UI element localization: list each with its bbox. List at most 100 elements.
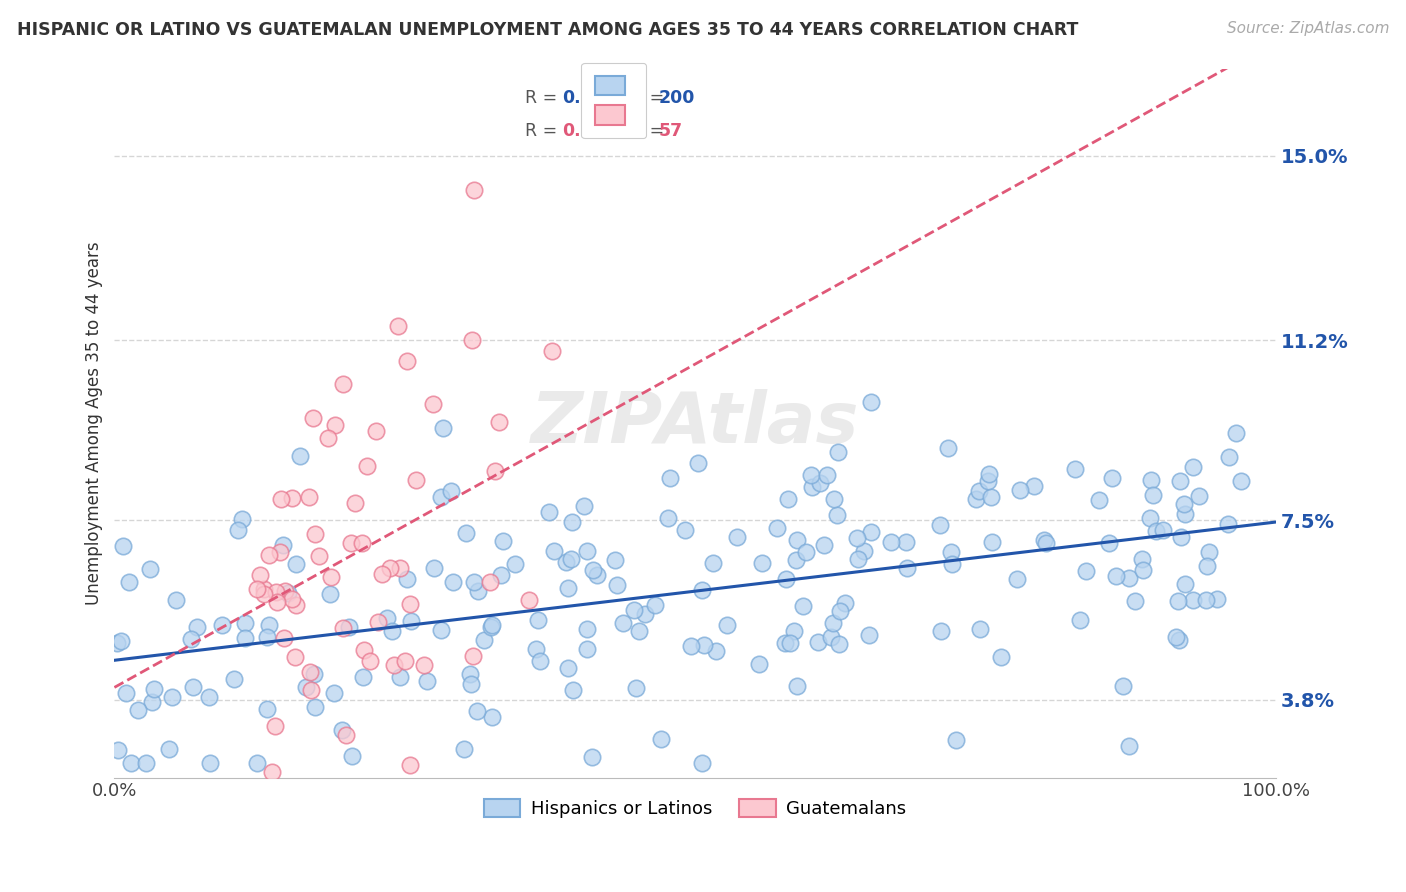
Point <box>350 536 373 550</box>
Point <box>527 613 550 627</box>
Point <box>785 552 807 566</box>
Point <box>634 607 657 621</box>
Point <box>143 682 166 697</box>
Point <box>612 616 634 631</box>
Point <box>484 464 506 478</box>
Point <box>1139 511 1161 525</box>
Point <box>748 657 770 672</box>
Point <box>503 557 526 571</box>
Point <box>827 508 849 523</box>
Point <box>304 666 326 681</box>
Point <box>297 490 319 504</box>
Point <box>773 636 796 650</box>
Point <box>690 583 713 598</box>
Point <box>965 492 987 507</box>
Point <box>387 318 409 333</box>
Point <box>488 415 510 429</box>
Point <box>481 618 503 632</box>
Point <box>939 545 962 559</box>
Point <box>165 592 187 607</box>
Point <box>256 702 278 716</box>
Point <box>260 765 283 780</box>
Point <box>823 491 845 506</box>
Point <box>389 561 412 575</box>
Point <box>340 536 363 550</box>
Point <box>801 479 824 493</box>
Text: 0.519: 0.519 <box>562 89 617 107</box>
Point <box>1076 564 1098 578</box>
Point <box>281 591 304 606</box>
Point <box>980 535 1002 549</box>
Point <box>198 690 221 704</box>
Point <box>367 615 389 630</box>
Point <box>1205 591 1227 606</box>
Point <box>586 568 609 582</box>
Point <box>461 648 484 663</box>
Point <box>246 756 269 770</box>
Point <box>581 750 603 764</box>
Point <box>253 582 276 596</box>
Point <box>858 628 880 642</box>
Point <box>285 599 308 613</box>
Point <box>969 483 991 498</box>
Point <box>138 561 160 575</box>
Point <box>702 556 724 570</box>
Point <box>554 555 576 569</box>
Point <box>463 183 485 197</box>
Point <box>1181 592 1204 607</box>
Text: N =: N = <box>620 122 669 140</box>
Point <box>107 743 129 757</box>
Point <box>356 458 378 473</box>
Point <box>340 749 363 764</box>
Point <box>135 756 157 770</box>
Point <box>235 631 257 645</box>
Point <box>561 515 583 529</box>
Point <box>112 539 135 553</box>
Point <box>398 597 420 611</box>
Point <box>271 538 294 552</box>
Point <box>253 587 276 601</box>
Point <box>979 467 1001 481</box>
Point <box>405 473 427 487</box>
Point <box>853 544 876 558</box>
Point <box>673 523 696 537</box>
Text: R =: R = <box>524 122 562 140</box>
Point <box>432 421 454 435</box>
Point <box>332 377 354 392</box>
Point <box>1188 489 1211 503</box>
Point <box>246 582 269 596</box>
Point <box>1195 592 1218 607</box>
Point <box>1173 497 1195 511</box>
Y-axis label: Unemployment Among Ages 35 to 44 years: Unemployment Among Ages 35 to 44 years <box>86 241 103 605</box>
Point <box>226 524 249 538</box>
Text: 200: 200 <box>658 89 695 107</box>
Point <box>543 544 565 558</box>
Text: R =: R = <box>524 89 562 107</box>
Point <box>1035 536 1057 550</box>
Point <box>465 704 488 718</box>
Point <box>160 690 183 704</box>
Point <box>686 456 709 470</box>
Point <box>1088 493 1111 508</box>
Point <box>575 544 598 558</box>
Point <box>1174 508 1197 522</box>
Point <box>751 556 773 570</box>
Point <box>582 563 605 577</box>
Point <box>492 534 515 549</box>
Point <box>458 667 481 681</box>
Point <box>1170 474 1192 488</box>
Point <box>980 490 1002 504</box>
Point <box>1112 679 1135 693</box>
Point <box>941 557 963 571</box>
Point <box>1198 545 1220 559</box>
Point <box>1195 558 1218 573</box>
Point <box>105 635 128 649</box>
Point <box>283 649 305 664</box>
Point <box>281 491 304 505</box>
Point <box>529 654 551 668</box>
Point <box>623 603 645 617</box>
Point <box>141 695 163 709</box>
Point <box>828 637 851 651</box>
Point <box>461 333 484 347</box>
Point <box>257 617 280 632</box>
